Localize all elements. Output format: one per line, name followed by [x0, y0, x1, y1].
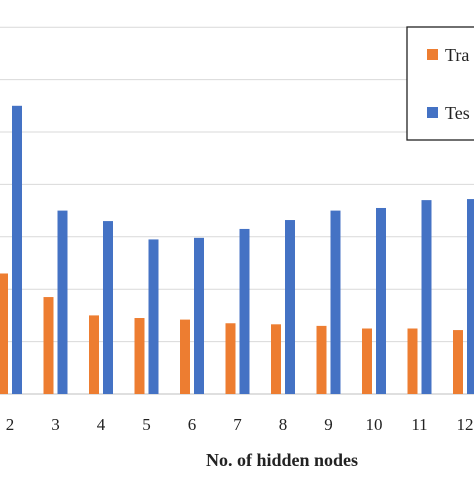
x-tick-label: 4: [97, 415, 106, 434]
bar-train-10: [362, 328, 372, 394]
bar-train-2: [0, 273, 8, 394]
bar-train-4: [89, 315, 99, 394]
bar-train-9: [316, 325, 327, 394]
bar-test-9: [330, 210, 341, 394]
bar-test-11: [421, 200, 432, 394]
bar-train-12: [453, 330, 463, 394]
legend-box: [406, 26, 474, 141]
legend-label-test: Tes: [445, 103, 470, 123]
bar-train-7: [225, 323, 236, 394]
bar-test-10: [376, 207, 386, 394]
legend-swatch-test: [427, 107, 438, 118]
bars: [0, 105, 474, 395]
legend-swatch-train: [427, 49, 438, 60]
bar-test-8: [285, 220, 295, 394]
x-tick-label: 11: [411, 415, 427, 434]
x-tick-label: 7: [233, 415, 242, 434]
bar-test-4: [103, 221, 113, 394]
bar-train-11: [407, 328, 418, 394]
gridlines: [0, 26, 474, 395]
legend-label-train: Tra: [445, 45, 469, 65]
bar-test-5: [148, 239, 159, 394]
bar-train-3: [43, 297, 54, 394]
bar-train-8: [271, 324, 281, 394]
x-tick-label: 12: [457, 415, 474, 434]
bar-test-12: [467, 199, 474, 394]
x-tick-label: 3: [51, 415, 60, 434]
bar-test-3: [57, 210, 68, 394]
x-tick-label: 9: [324, 415, 333, 434]
bar-train-5: [134, 318, 145, 394]
x-tick-label: 6: [188, 415, 197, 434]
bar-test-7: [239, 228, 250, 394]
x-axis: 2 3 4 5 6 7 8 9 10 11 12: [6, 415, 474, 434]
x-tick-label: 2: [6, 415, 15, 434]
x-tick-label: 10: [366, 415, 383, 434]
x-tick-label: 5: [142, 415, 151, 434]
x-axis-title: No. of hidden nodes: [206, 450, 358, 470]
bar-train-6: [180, 319, 190, 394]
bar-test-6: [194, 237, 204, 394]
legend: Tra Tes: [406, 26, 474, 141]
x-tick-label: 8: [279, 415, 288, 434]
bar-test-2: [12, 105, 22, 395]
